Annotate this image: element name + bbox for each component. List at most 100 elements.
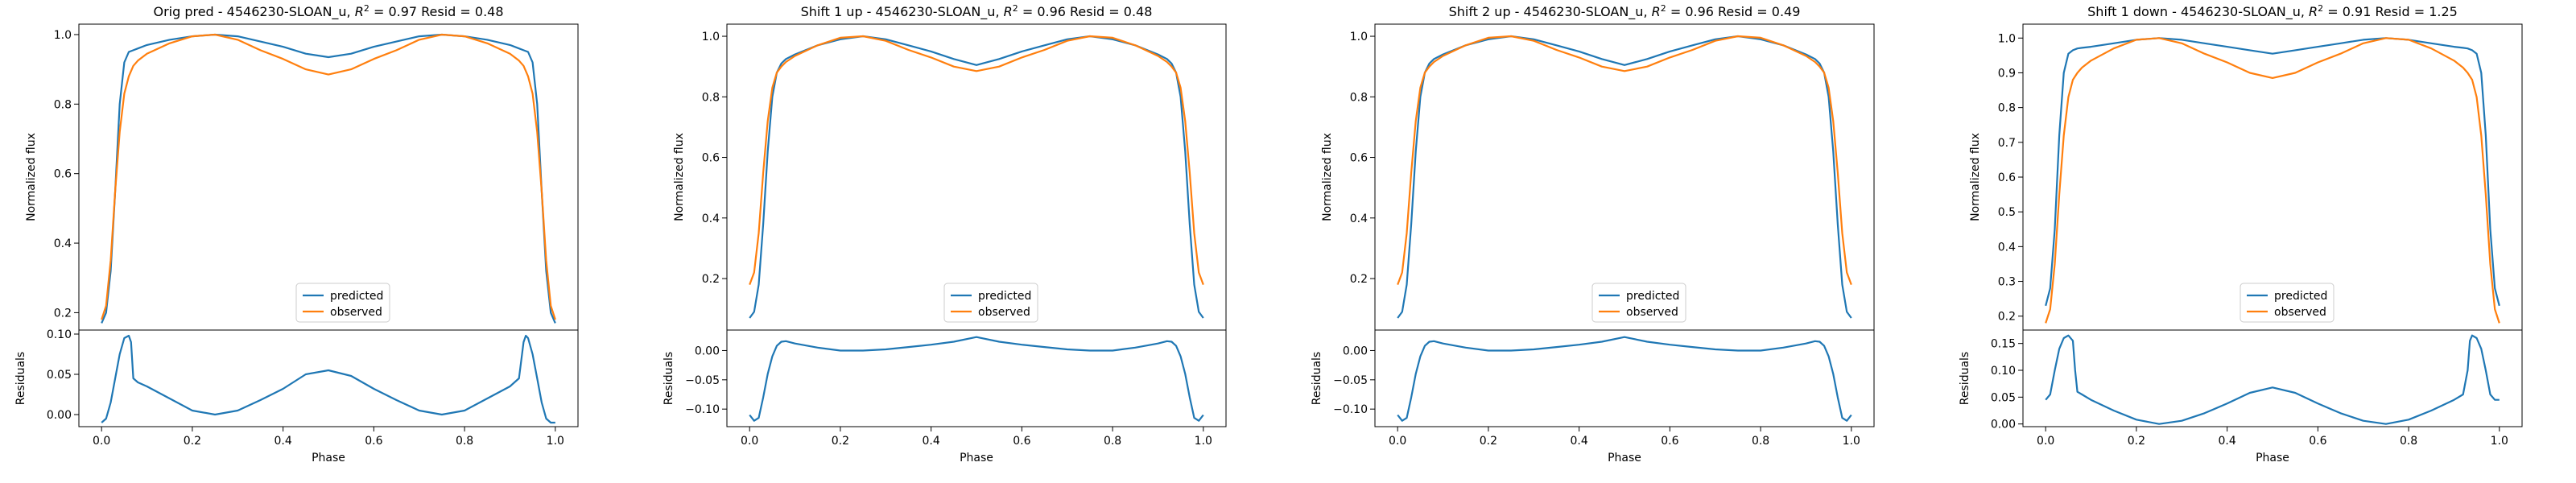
flux-y-axis-label: Normalized flux — [1321, 133, 1334, 221]
flux-y-tick-label: 1.0 — [1998, 32, 2016, 45]
title-prefix: Orig pred - 4546230-SLOAN_u, — [153, 4, 354, 20]
residual-line — [2045, 334, 2500, 425]
flux-y-tick-label: 1.0 — [1350, 31, 1368, 43]
flux-y-tick-label: 1.0 — [54, 29, 72, 42]
flux-y-tick-label: 0.8 — [702, 91, 720, 104]
resid-y-axis-label: Residuals — [1959, 352, 1971, 405]
flux-y-tick-label: 0.6 — [1350, 152, 1368, 165]
resid-y-tick-label: 0.15 — [1991, 338, 2016, 351]
subplot-title: Shift 1 up - 4546230-SLOAN_u, R2 = 0.96 … — [801, 3, 1153, 20]
flux-y-axis-label: Normalized flux — [673, 133, 686, 221]
resid-y-tick-label: 0.10 — [1991, 365, 2016, 378]
legend: predicted observed — [2240, 283, 2334, 323]
x-tick-label: 1.0 — [547, 435, 564, 448]
title-suffix: = 0.91 Resid = 1.25 — [2323, 4, 2458, 19]
flux-y-tick-label: 0.6 — [702, 152, 720, 165]
resid-y-tick-label: −0.05 — [685, 374, 720, 387]
x-tick-label: 1.0 — [1195, 435, 1212, 448]
x-tick-label: 0.8 — [1104, 435, 1121, 448]
title-suffix: = 0.96 Resid = 0.48 — [1018, 4, 1153, 19]
subplot-title: Shift 2 up - 4546230-SLOAN_u, R2 = 0.96 … — [1449, 3, 1801, 20]
x-tick-label: 1.0 — [2491, 435, 2508, 448]
x-tick-label: 0.8 — [456, 435, 473, 448]
title-r-symbol: R — [2309, 4, 2318, 19]
x-tick-label: 0.2 — [1480, 435, 1497, 448]
resid-axes-frame — [2022, 329, 2523, 427]
x-tick-label: 0.8 — [2400, 435, 2417, 448]
flux-y-tick-label: 0.4 — [54, 237, 72, 250]
legend-label-predicted: predicted — [330, 290, 383, 303]
resid-y-tick-label: 0.10 — [47, 328, 72, 341]
x-tick-label: 0.2 — [184, 435, 201, 448]
series-line-observed — [101, 33, 556, 320]
flux-y-tick-label: 0.6 — [1998, 171, 2016, 184]
series-line-predicted — [2045, 37, 2500, 307]
legend-label-observed: observed — [978, 306, 1030, 319]
flux-y-tick-label: 0.8 — [1350, 91, 1368, 104]
series-line-predicted — [1397, 35, 1852, 319]
x-tick-label: 0.0 — [2037, 435, 2054, 448]
x-axis-label: Phase — [312, 452, 345, 464]
resid-lines — [101, 334, 555, 424]
flux-y-tick-label: 0.9 — [1998, 67, 2016, 80]
flux-y-tick-label: 0.2 — [702, 273, 720, 286]
resid-axes-frame — [1374, 329, 1875, 427]
series-line-observed — [2045, 37, 2500, 324]
resid-y-tick-label: −0.05 — [1333, 374, 1368, 387]
resid-lines — [2045, 334, 2500, 425]
resid-axes-frame — [726, 329, 1227, 427]
resid-lines — [749, 336, 1204, 422]
x-tick-label: 0.4 — [2219, 435, 2236, 448]
x-tick-label: 0.0 — [93, 435, 110, 448]
flux-y-tick-label: 0.4 — [1998, 241, 2016, 254]
resid-y-tick-label: −0.10 — [685, 403, 720, 416]
x-tick-label: 0.4 — [1571, 435, 1588, 448]
x-tick-label: 0.0 — [741, 435, 758, 448]
legend-label-observed: observed — [1626, 306, 1678, 319]
legend-label-observed: observed — [330, 306, 382, 319]
flux-y-axis-label: Normalized flux — [1969, 133, 1982, 221]
flux-y-tick-label: 0.8 — [1998, 102, 2016, 115]
subplot-title: Orig pred - 4546230-SLOAN_u, R2 = 0.97 R… — [153, 3, 503, 20]
subplot-2: Shift 1 up - 4546230-SLOAN_u, R2 = 0.96 … — [663, 3, 1227, 464]
x-tick-label: 0.6 — [1661, 435, 1678, 448]
series-line-observed — [749, 35, 1204, 285]
x-tick-label: 1.0 — [1843, 435, 1860, 448]
resid-y-tick-label: 0.00 — [1991, 419, 2016, 431]
residual-line — [1397, 336, 1852, 422]
flux-y-tick-label: 1.0 — [702, 31, 720, 43]
resid-y-tick-label: −0.10 — [1333, 403, 1368, 416]
legend-label-predicted: predicted — [978, 290, 1031, 303]
legend: predicted observed — [295, 283, 390, 323]
x-tick-label: 0.4 — [923, 435, 940, 448]
flux-y-tick-label: 0.2 — [54, 307, 72, 320]
x-tick-label: 0.4 — [275, 435, 292, 448]
title-superscript: 2 — [1661, 3, 1666, 14]
title-superscript: 2 — [2318, 3, 2323, 14]
flux-y-tick-label: 0.2 — [1350, 273, 1368, 286]
residual-line — [101, 334, 555, 424]
subplot-4: Shift 1 down - 4546230-SLOAN_u, R2 = 0.9… — [1959, 3, 2523, 464]
title-superscript: 2 — [1013, 3, 1018, 14]
flux-y-tick-label: 0.6 — [54, 168, 72, 181]
flux-y-axis-label: Normalized flux — [25, 133, 38, 221]
title-prefix: Shift 1 up - 4546230-SLOAN_u, — [801, 4, 1004, 20]
title-prefix: Shift 1 down - 4546230-SLOAN_u, — [2087, 4, 2309, 20]
series-line-predicted — [749, 35, 1204, 319]
x-axis-label: Phase — [960, 452, 993, 464]
flux-y-tick-label: 0.4 — [1350, 213, 1368, 225]
legend: predicted observed — [943, 283, 1038, 323]
flux-y-tick-label: 0.7 — [1998, 137, 2016, 150]
x-tick-label: 0.6 — [2309, 435, 2326, 448]
flux-lines — [1397, 35, 1852, 319]
title-suffix: = 0.96 Resid = 0.49 — [1666, 4, 1801, 19]
title-r-symbol: R — [1652, 4, 1661, 19]
x-tick-label: 0.2 — [2128, 435, 2145, 448]
title-r-symbol: R — [355, 4, 364, 19]
x-tick-label: 0.6 — [1013, 435, 1030, 448]
legend-label-observed: observed — [2274, 306, 2326, 319]
title-prefix: Shift 2 up - 4546230-SLOAN_u, — [1449, 4, 1652, 20]
subplot-3: Shift 2 up - 4546230-SLOAN_u, R2 = 0.96 … — [1311, 3, 1875, 464]
flux-lines — [2045, 37, 2500, 324]
